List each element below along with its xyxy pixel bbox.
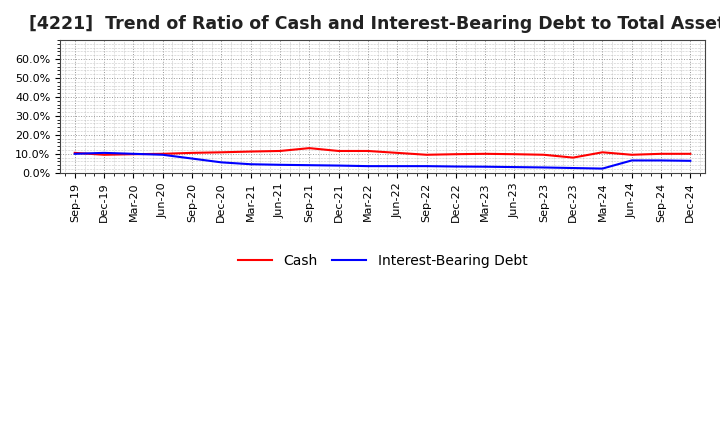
Interest-Bearing Debt: [334, 163, 343, 168]
Interest-Bearing Debt: [276, 162, 284, 168]
Cash: [598, 150, 607, 155]
Cash: [305, 146, 314, 151]
Interest-Bearing Debt: [657, 158, 665, 163]
Cash: [451, 151, 460, 157]
Interest-Bearing Debt: [451, 164, 460, 169]
Cash: [422, 152, 431, 158]
Interest-Bearing Debt: [539, 165, 548, 170]
Interest-Bearing Debt: [569, 165, 577, 171]
Cash: [334, 148, 343, 154]
Interest-Bearing Debt: [158, 152, 167, 158]
Cash: [188, 150, 197, 155]
Title: [4221]  Trend of Ratio of Cash and Interest-Bearing Debt to Total Assets: [4221] Trend of Ratio of Cash and Intere…: [30, 15, 720, 33]
Line: Interest-Bearing Debt: Interest-Bearing Debt: [75, 153, 690, 169]
Interest-Bearing Debt: [364, 164, 372, 169]
Interest-Bearing Debt: [188, 156, 197, 161]
Interest-Bearing Debt: [393, 164, 402, 169]
Legend: Cash, Interest-Bearing Debt: Cash, Interest-Bearing Debt: [233, 249, 533, 274]
Interest-Bearing Debt: [217, 160, 225, 165]
Interest-Bearing Debt: [598, 166, 607, 171]
Cash: [539, 152, 548, 158]
Cash: [71, 150, 79, 155]
Interest-Bearing Debt: [100, 150, 109, 155]
Cash: [276, 148, 284, 154]
Interest-Bearing Debt: [305, 162, 314, 168]
Cash: [100, 152, 109, 158]
Cash: [657, 151, 665, 157]
Interest-Bearing Debt: [686, 158, 695, 164]
Cash: [129, 151, 138, 157]
Interest-Bearing Debt: [422, 164, 431, 169]
Interest-Bearing Debt: [71, 151, 79, 157]
Line: Cash: Cash: [75, 148, 690, 158]
Interest-Bearing Debt: [481, 164, 490, 169]
Interest-Bearing Debt: [246, 161, 255, 167]
Interest-Bearing Debt: [510, 165, 519, 170]
Cash: [217, 150, 225, 155]
Interest-Bearing Debt: [129, 151, 138, 157]
Cash: [393, 150, 402, 155]
Cash: [246, 149, 255, 154]
Cash: [627, 152, 636, 158]
Cash: [481, 151, 490, 157]
Cash: [158, 151, 167, 157]
Cash: [510, 151, 519, 157]
Interest-Bearing Debt: [627, 158, 636, 163]
Cash: [364, 148, 372, 154]
Cash: [686, 151, 695, 157]
Cash: [569, 155, 577, 160]
